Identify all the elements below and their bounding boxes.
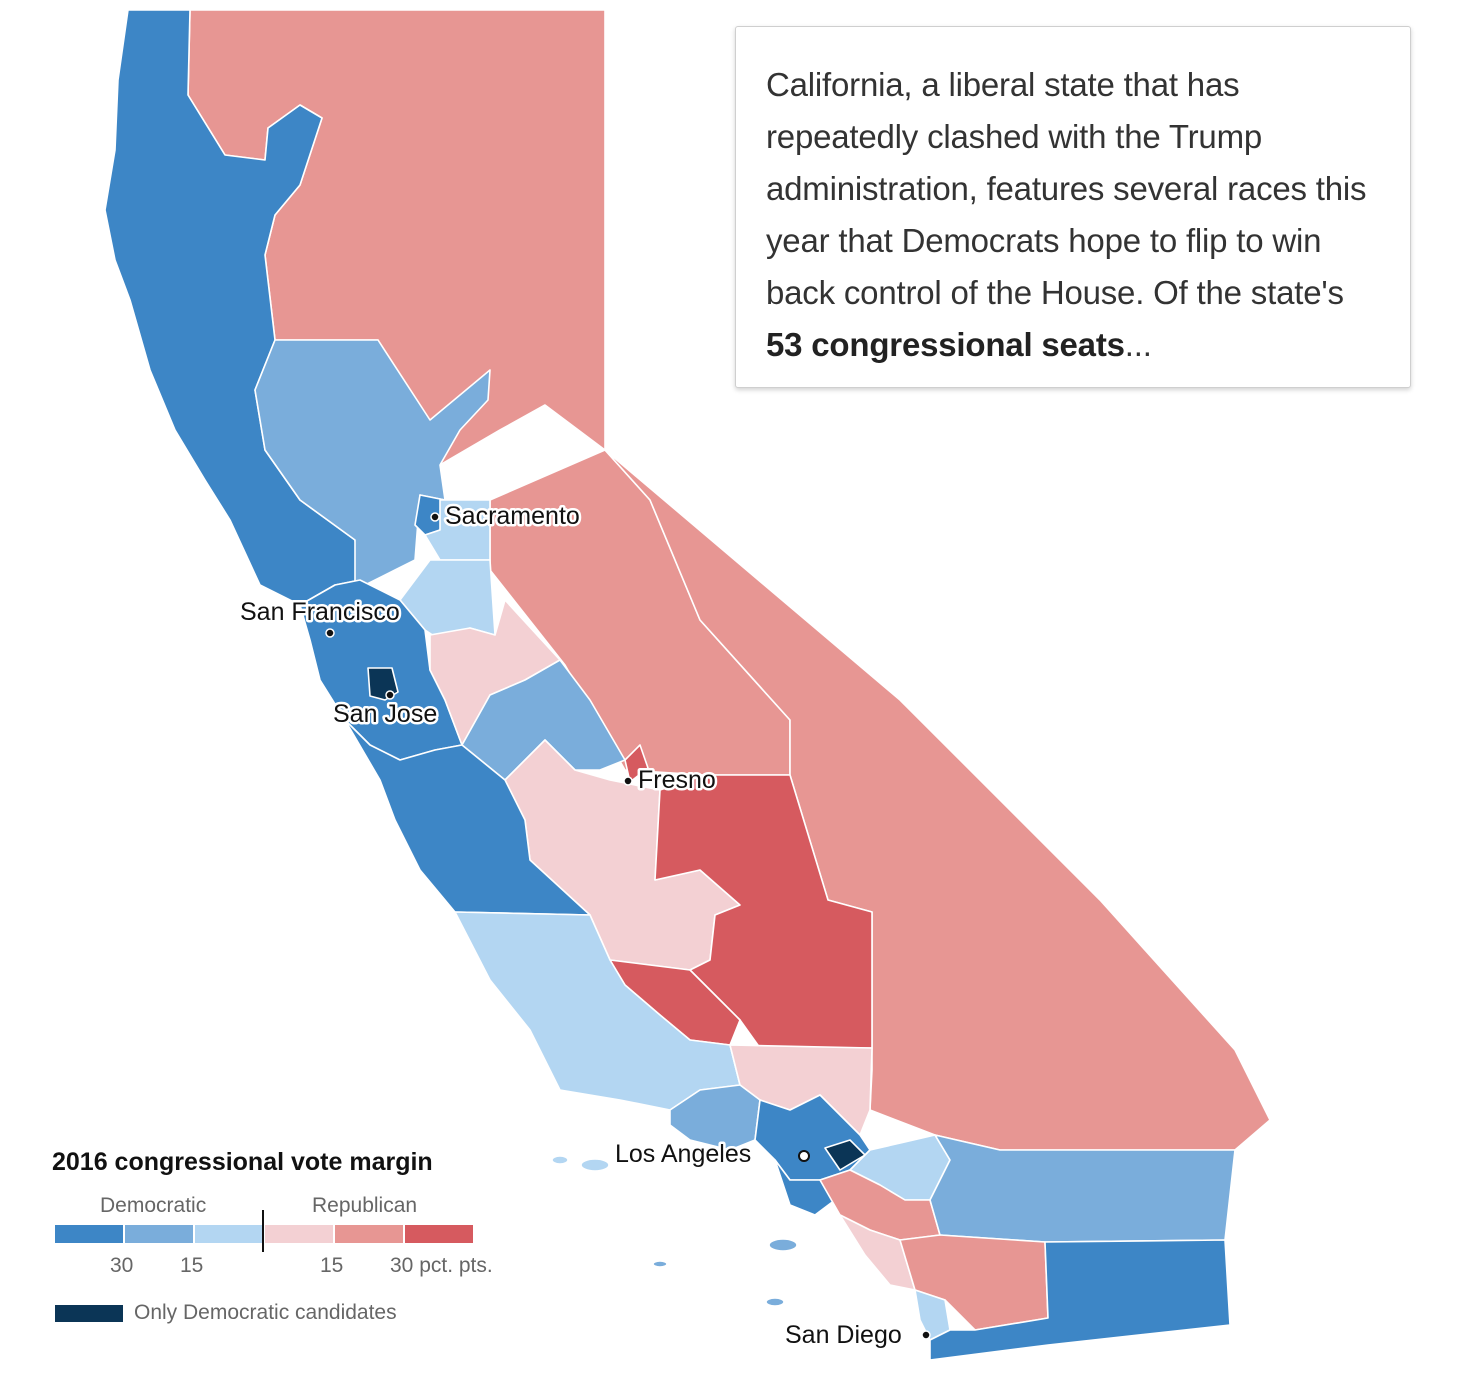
district-riverside[interactable] <box>929 1134 1236 1243</box>
island-5[interactable] <box>652 1260 668 1268</box>
los-angeles-dot <box>798 1150 810 1162</box>
intro-text: California, a liberal state that has rep… <box>766 59 1380 371</box>
sacramento-dot <box>430 512 440 522</box>
san-jose-dot <box>385 690 395 700</box>
los-angeles-label: Los Angeles <box>615 1140 751 1168</box>
legend-swatch-dem-0-15 <box>195 1225 263 1243</box>
legend-swatch-rep-30-plus <box>405 1225 473 1243</box>
intro-card: California, a liberal state that has rep… <box>735 26 1411 388</box>
san-diego-dot <box>921 1330 931 1340</box>
san-francisco-dot <box>325 628 335 638</box>
legend-swatch-dem-30-plus <box>55 1225 123 1243</box>
legend-zero-divider <box>262 1210 264 1252</box>
legend-democratic-label: Democratic <box>100 1194 207 1217</box>
legend-tick-dem-15: 15 <box>180 1254 204 1277</box>
legend-swatch-dem-15-30 <box>125 1225 193 1243</box>
island-1[interactable] <box>580 1158 610 1172</box>
legend-swatch-only-dem <box>55 1305 123 1322</box>
intro-text-before: California, a liberal state that has rep… <box>766 66 1367 311</box>
sacramento-label: Sacramento <box>445 502 580 530</box>
fresno-label: Fresno <box>638 766 716 794</box>
legend: 2016 congressional vote margin Democrati… <box>52 1148 522 1348</box>
district-imperial[interactable] <box>929 1239 1231 1361</box>
legend-tick-rep-30: 30 pct. pts. <box>390 1254 493 1277</box>
intro-text-bold: 53 congressional seats <box>766 326 1125 363</box>
san-jose-label: San Jose <box>333 700 437 728</box>
san-francisco-label: San Francisco <box>240 598 400 626</box>
legend-tick-rep-15: 15 <box>320 1254 344 1277</box>
legend-swatch-rep-15-30 <box>335 1225 403 1243</box>
island-4[interactable] <box>765 1297 785 1307</box>
intro-text-after: ... <box>1124 326 1152 363</box>
legend-republican-label: Republican <box>312 1194 418 1217</box>
district-central-coast[interactable] <box>344 719 591 916</box>
island-2[interactable] <box>551 1155 569 1165</box>
san-diego-label: San Diego <box>785 1321 902 1349</box>
fresno-dot <box>623 776 633 786</box>
district-fresno-core[interactable] <box>624 744 649 783</box>
legend-only-dem-label: Only Democratic candidates <box>134 1301 397 1324</box>
legend-title: 2016 congressional vote margin <box>52 1148 433 1176</box>
legend-swatch-rep-0-15 <box>265 1225 333 1243</box>
island-3[interactable] <box>768 1238 798 1252</box>
legend-tick-dem-30: 30 <box>110 1254 134 1277</box>
